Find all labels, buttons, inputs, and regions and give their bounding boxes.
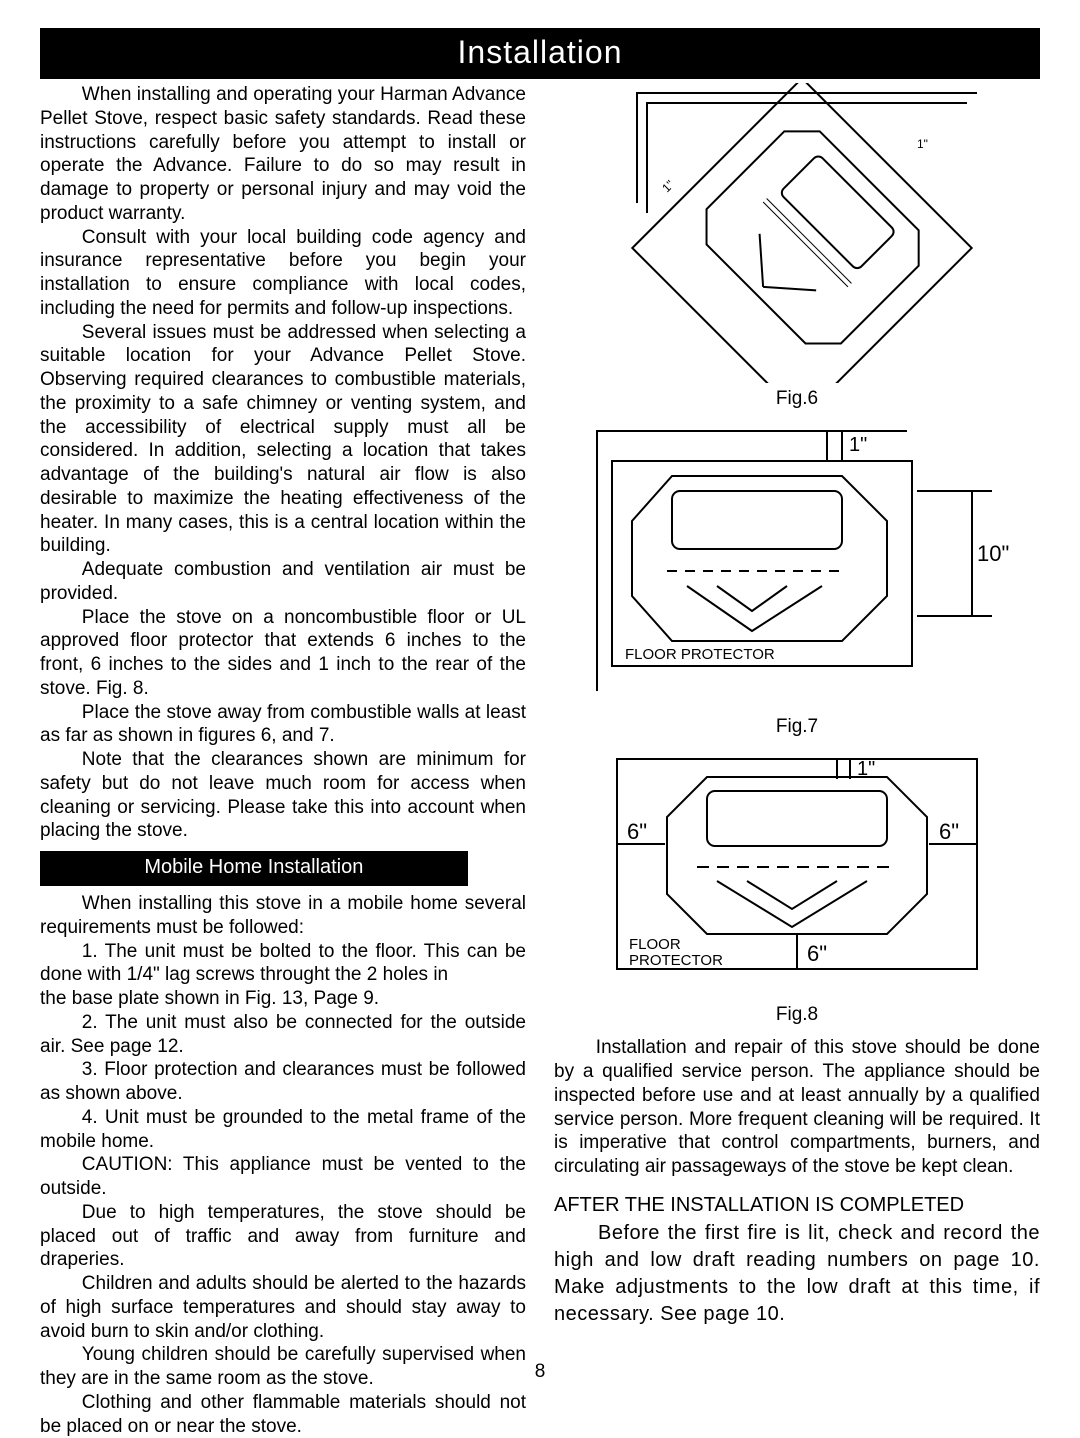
fig6-svg: 1" 1" <box>607 83 987 383</box>
para: Clothing and other flammable materials s… <box>40 1391 526 1438</box>
svg-text:1": 1" <box>659 177 677 195</box>
list-item: 2. The unit must also be connected for t… <box>40 1011 526 1059</box>
list-item-cont: the base plate shown in Fig. 13, Page 9. <box>40 987 526 1011</box>
fig8-dim-bottom: 6" <box>807 941 827 966</box>
fig7-caption: Fig.7 <box>554 715 1040 739</box>
para: Place the stove away from combustible wa… <box>40 701 526 749</box>
page-title-bar: Installation <box>40 28 1040 79</box>
list-item: 3. Floor protection and clearances must … <box>40 1058 526 1106</box>
para: Young children should be carefully super… <box>40 1343 526 1391</box>
right-column: 1" 1" Fig.6 1" 10" <box>554 83 1040 1438</box>
fig6-caption: Fig.6 <box>554 387 1040 411</box>
fig8-svg: 1" 6" 6" <box>587 749 1007 999</box>
para: When installing and operating your Harma… <box>40 83 526 226</box>
para: Several issues must be addressed when se… <box>40 321 526 559</box>
fig8-dim-left: 6" <box>627 819 647 844</box>
svg-text:1": 1" <box>917 137 928 151</box>
two-column-layout: When installing and operating your Harma… <box>40 83 1040 1438</box>
para: Note that the clearances shown are minim… <box>40 748 526 843</box>
page-title: Installation <box>458 34 623 70</box>
fig8-floor-label-1: FLOOR <box>629 936 681 953</box>
mobile-home-heading: Mobile Home Installation <box>144 856 363 878</box>
list-item: 4. Unit must be grounded to the metal fr… <box>40 1106 526 1154</box>
para: Installation and repair of this stove sh… <box>554 1036 1040 1179</box>
fig8-floor-label-2: PROTECTOR <box>629 952 723 969</box>
after-install-heading: AFTER THE INSTALLATION IS COMPLETED <box>554 1193 1040 1218</box>
figure-8: 1" 6" 6" <box>554 749 1040 1027</box>
page-number: 8 <box>535 1361 546 1383</box>
para: Place the stove on a noncombustible floo… <box>40 606 526 701</box>
after-install-body: Before the first fire is lit, check and … <box>554 1220 1040 1328</box>
para: Due to high temperatures, the stove shou… <box>40 1201 526 1272</box>
para: Children and adults should be alerted to… <box>40 1272 526 1343</box>
mobile-home-heading-bar: Mobile Home Installation <box>40 851 468 886</box>
fig7-svg: 1" 10" <box>577 421 1017 711</box>
para: Consult with your local building code ag… <box>40 226 526 321</box>
fig8-caption: Fig.8 <box>554 1003 1040 1027</box>
caution-text: CAUTION: This appliance must be vented t… <box>40 1153 526 1201</box>
figure-7: 1" 10" <box>554 421 1040 739</box>
left-column: When installing and operating your Harma… <box>40 83 526 1438</box>
fig8-dim-right: 6" <box>939 819 959 844</box>
para: Adequate combustion and ventilation air … <box>40 558 526 606</box>
fig7-dim-top: 1" <box>849 434 867 456</box>
figure-6: 1" 1" Fig.6 <box>554 83 1040 411</box>
list-item: 1. The unit must be bolted to the floor.… <box>40 940 526 988</box>
fig7-floor-label: FLOOR PROTECTOR <box>625 646 775 663</box>
para: When installing this stove in a mobile h… <box>40 892 526 940</box>
fig7-dim-right: 10" <box>977 541 1009 566</box>
